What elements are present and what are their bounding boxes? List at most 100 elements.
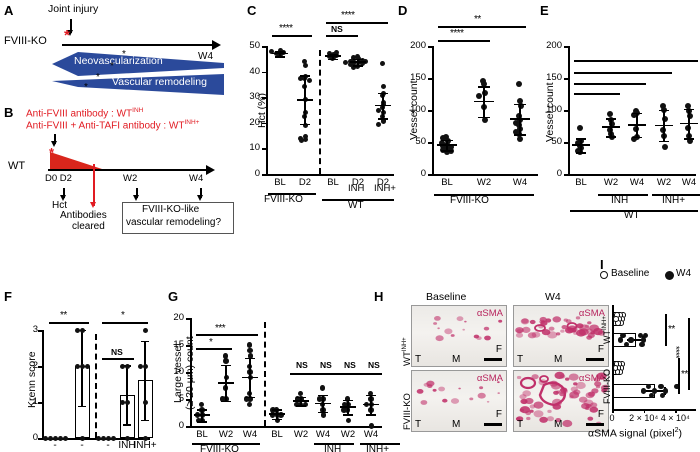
panel-g-sig-ns-1: NS — [320, 360, 332, 370]
panel-d-errorbar-cap-top — [441, 140, 453, 142]
panel-e-ytick — [564, 46, 568, 48]
panel-g-errorbar — [276, 409, 278, 419]
panel-i-sig-bracket-3 — [678, 358, 680, 394]
panel-c-datapoint — [281, 50, 287, 56]
panel-i-datapoint-w4 — [637, 333, 644, 339]
panel-g-datapoint — [319, 385, 326, 391]
tissue-background — [412, 371, 506, 431]
panel-e-errorbar-cap-top — [684, 108, 694, 111]
panel-g-errorbar-cap-bottom — [343, 414, 353, 416]
panel-g-ylabel: Large vessel (≥ 20 µm) count — [172, 336, 196, 410]
panel-i-datapoint-w4 — [641, 337, 647, 343]
panel-g-group-label-inh: INH — [324, 444, 342, 452]
panel-e-errorbar-cap-top — [606, 118, 616, 120]
panel-d-ytick — [428, 142, 432, 144]
panel-e-group-label-wt: WT — [624, 210, 640, 221]
panel-a-wedge-label-neo: Neovascularization — [74, 55, 163, 67]
panel-i-xlabel-end: ) — [678, 427, 683, 440]
panel-a-injury-arrow-shaft — [70, 19, 72, 33]
panel-c-errorbar-cap-bottom — [378, 118, 388, 120]
panel-d-datapoint — [440, 146, 447, 153]
panel-h-stain-label: αSMA — [476, 373, 503, 384]
panel-g-sig-line-2 — [196, 334, 258, 336]
panel-i-legend-label-w4: W4 — [676, 268, 691, 279]
panel-g-ytick — [186, 318, 190, 320]
panel-f-datapoint — [124, 399, 130, 405]
panel-d-datapoint — [513, 128, 520, 135]
panel-i-datapoint-w4 — [639, 341, 645, 347]
panel-f-datapoint — [79, 327, 85, 333]
panel-c-datapoint — [298, 76, 304, 82]
panel-c-errorbar — [332, 53, 334, 59]
panel-d-errorbar — [446, 140, 448, 151]
panel-f-sig-line-3 — [102, 322, 148, 324]
panel-c-ytick-label: 40 — [249, 65, 260, 77]
panel-c-ytick-label: 10 — [249, 142, 260, 154]
panel-c-xtick-label: D2 — [351, 177, 365, 188]
panel-e-datapoint — [577, 124, 584, 131]
panel-d-datapoint — [516, 81, 523, 88]
panel-g-group-label-inhp: INH+ — [366, 444, 390, 452]
panel-g-errorbar — [249, 357, 251, 397]
panel-f-yaxis — [42, 330, 44, 439]
panel-c-ytick-label: 20 — [249, 116, 260, 128]
panel-g-errorbar-cap-top — [272, 409, 282, 411]
panel-i-datapoint-w4 — [674, 384, 680, 390]
panel-c-xtick-label: D2 — [298, 177, 312, 188]
panel-g-errorbar — [347, 400, 349, 415]
panel-g-datapoint — [368, 423, 375, 429]
panel-h-stain-label: αSMA — [578, 308, 605, 319]
panel-g-errorbar-cap-top — [318, 394, 328, 397]
panel-e-errorbar — [663, 110, 665, 141]
panel-f-datapoint — [62, 435, 68, 441]
panel-i-xlabel: αSMA signal (pixel2) — [588, 427, 682, 440]
panel-f-divider — [95, 334, 97, 438]
panel-e-xtick-label: BL — [575, 177, 587, 188]
panel-f-sig-line-1 — [49, 322, 89, 324]
panel-d-errorbar-cap-bottom — [514, 134, 526, 136]
panel-f-errorbar-cap-bottom — [141, 420, 149, 422]
panel-b-tick-0: D0 D2 — [45, 173, 72, 184]
panel-e-ytick — [564, 110, 568, 112]
panel-e-ytick — [564, 78, 568, 80]
panel-c-datapoint — [298, 137, 304, 143]
panel-g-datapoint — [316, 396, 323, 402]
asma-stain-overlay — [412, 371, 506, 431]
panel-g-datapoint — [344, 396, 351, 402]
panel-i-datapoint-w4 — [620, 333, 626, 339]
panel-c-xtick-label: BL — [274, 177, 286, 188]
panel-g-group-line-inhp — [360, 443, 400, 445]
panel-g-datapoint — [243, 396, 250, 402]
panel-g-errorbar — [300, 396, 302, 406]
panel-g-errorbar-cap-top — [366, 394, 376, 397]
panel-g-ytick-label: 10 — [173, 366, 184, 377]
panel-g-errorbar — [370, 394, 372, 415]
panel-c-errorbar-cap-bottom — [328, 58, 338, 61]
panel-e-sig-line-0 — [574, 93, 620, 95]
panel-e-datapoint — [630, 112, 637, 119]
panel-c-yaxis — [266, 46, 268, 175]
panel-b-injury-arrow-shaft — [54, 134, 56, 144]
ylabel-line1: Large vessel — [172, 343, 184, 403]
panel-i-legend-marker-w4 — [665, 271, 674, 280]
panel-i-yaxis — [612, 305, 614, 409]
panel-g-datapoint — [341, 407, 347, 413]
panel-i-datapoint-w4 — [641, 388, 647, 394]
panel-f-xtick-label: INH+ — [133, 440, 157, 451]
panel-c-datapoint — [303, 134, 309, 140]
panel-h-region-label-t: T — [517, 419, 524, 430]
panel-c-errorbar-cap-bottom — [275, 56, 285, 58]
panel-e-errorbar-cap-bottom — [659, 140, 669, 143]
panel-g-errorbar-cap-top — [197, 409, 207, 411]
panel-b-cleared-line1: Antibodies — [60, 210, 107, 221]
panel-label-b: B — [4, 105, 14, 120]
panel-d-ytick-label: 200 — [410, 40, 426, 51]
panel-d-datapoint — [517, 136, 523, 143]
panel-b-question-box — [122, 202, 234, 234]
panel-c-datapoint — [278, 48, 284, 54]
panel-e-errorbar-cap-bottom — [576, 152, 586, 154]
panel-h-region-label-m: M — [452, 354, 461, 365]
panel-c-errorbar-cap-top — [275, 51, 285, 53]
panel-e-xtick-label: W2 — [656, 177, 672, 188]
panel-g-sig-line-ns — [290, 373, 382, 375]
